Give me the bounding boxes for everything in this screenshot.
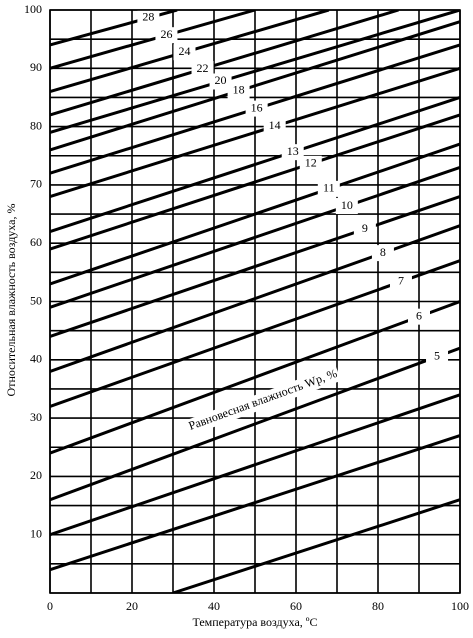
line-label: 18 <box>233 83 245 97</box>
line-label: 22 <box>197 61 209 75</box>
line-label: 11 <box>323 181 335 195</box>
y-axis-title: Относительная влажность воздуха, % <box>4 204 18 397</box>
label-gap <box>245 100 268 117</box>
line-label: 5 <box>434 348 440 362</box>
y-tick-label: 60 <box>30 235 42 249</box>
label-gap <box>173 44 196 61</box>
line-label: 24 <box>178 44 190 58</box>
moisture-line <box>50 96 460 233</box>
label-gap <box>371 245 394 262</box>
line-label: 13 <box>287 144 299 158</box>
x-tick-label: 80 <box>372 599 384 613</box>
moisture-line <box>172 498 460 593</box>
x-tick-label: 20 <box>126 599 138 613</box>
moisture-line <box>50 10 399 117</box>
y-tick-label: 90 <box>30 60 42 74</box>
x-tick-label: 100 <box>451 599 469 613</box>
moisture-line <box>50 10 256 70</box>
line-label: 20 <box>215 73 227 87</box>
y-tick-label: 30 <box>30 410 42 424</box>
label-gap <box>191 61 214 78</box>
moisture-line <box>50 10 460 134</box>
label-gap <box>426 348 449 365</box>
moisture-line <box>50 195 460 338</box>
y-tick-label: 100 <box>24 2 42 16</box>
line-label: 12 <box>305 155 317 169</box>
label-gap <box>299 155 322 172</box>
label-gap <box>137 9 160 26</box>
y-tick-label: 70 <box>30 177 42 191</box>
moisture-line <box>50 113 460 251</box>
moisture-line <box>50 142 460 286</box>
moisture-line <box>50 165 460 309</box>
moisture-line <box>50 300 460 455</box>
label-gap <box>317 180 340 197</box>
line-label: 28 <box>142 10 154 24</box>
moisture-line <box>50 66 460 198</box>
label-gap <box>408 308 430 325</box>
line-label: 10 <box>341 198 353 212</box>
line-label: 7 <box>398 273 404 287</box>
line-label: 9 <box>362 221 368 235</box>
moisture-line <box>50 434 460 572</box>
label-gap <box>353 221 376 238</box>
label-gap <box>335 198 358 215</box>
line-label: 14 <box>269 118 281 132</box>
label-gap <box>263 118 286 135</box>
label-gap <box>389 273 412 290</box>
y-tick-label: 20 <box>30 468 42 482</box>
plot-frame <box>49 9 461 594</box>
line-label: 8 <box>380 245 386 259</box>
y-tick-label: 80 <box>30 118 42 132</box>
x-tick-label: 40 <box>208 599 220 613</box>
label-gap <box>281 144 304 161</box>
y-tick-label: 50 <box>30 293 42 307</box>
annotation-gap <box>185 365 342 436</box>
x-tick-label: 60 <box>290 599 302 613</box>
y-tick-label: 10 <box>30 526 42 540</box>
annotation: Равновесная влажность Wр, % <box>187 366 339 433</box>
moisture-line <box>50 393 460 537</box>
x-tick-label: 0 <box>47 599 53 613</box>
x-axis-title: Температура воздуха, ºC <box>192 615 317 629</box>
moisture-line <box>50 346 460 502</box>
line-label: 26 <box>160 27 172 41</box>
line-label: 16 <box>251 100 263 114</box>
label-gap <box>227 82 250 99</box>
moisture-line <box>50 20 460 152</box>
label-gap <box>155 27 178 44</box>
label-gap <box>209 73 232 90</box>
line-label: 6 <box>416 308 422 322</box>
y-tick-label: 40 <box>30 352 42 366</box>
